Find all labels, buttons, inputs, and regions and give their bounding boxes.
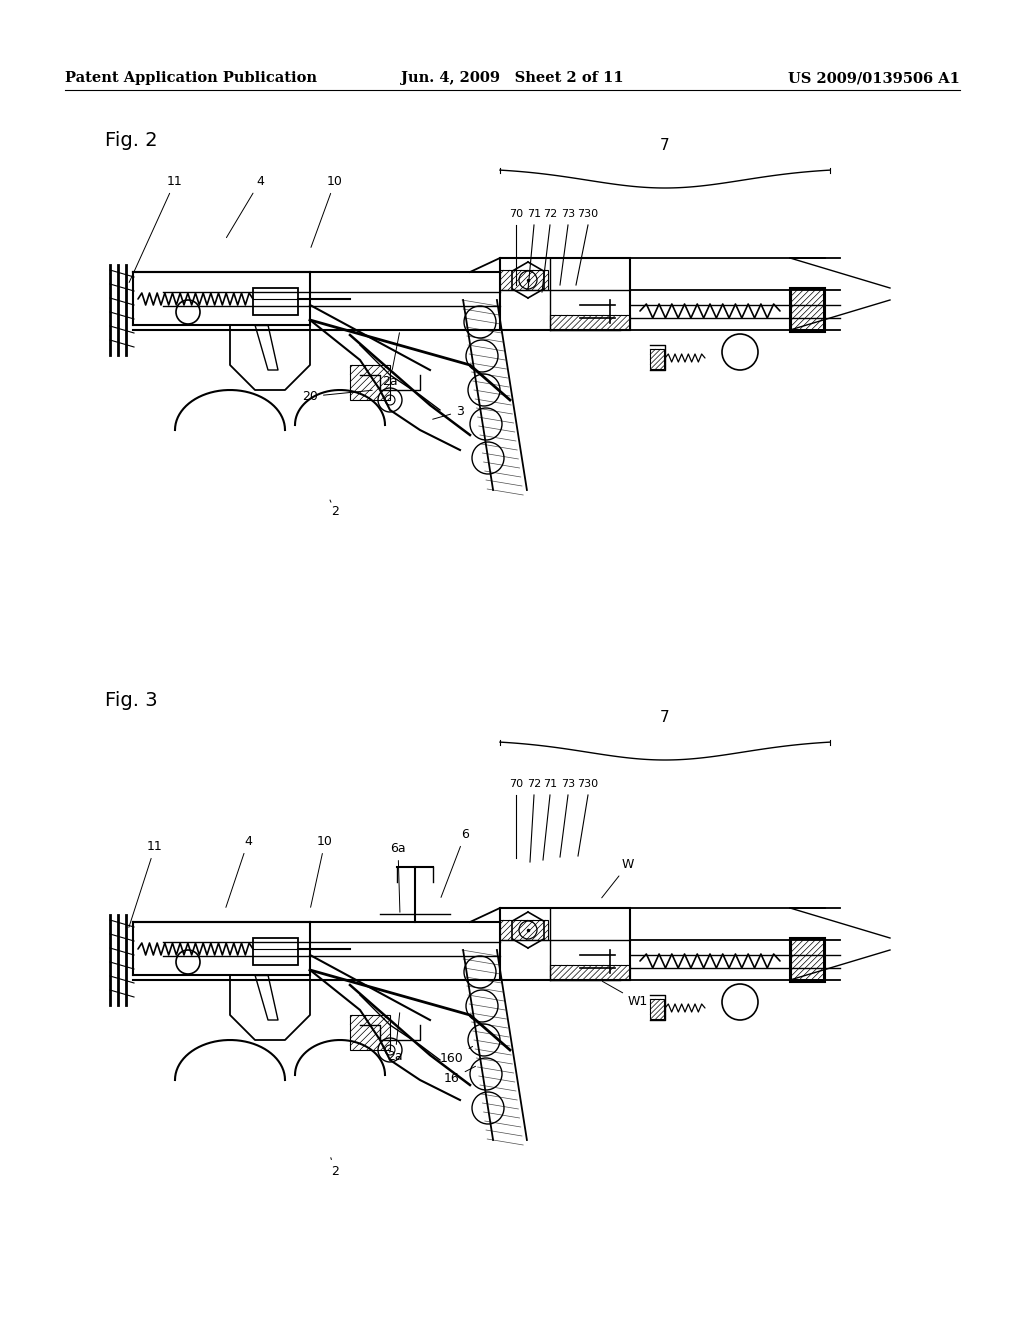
Bar [791,939,823,981]
Text: 10: 10 [310,836,333,907]
Bar [253,288,298,315]
Text: 730: 730 [578,779,599,789]
Text: W1: W1 [602,981,648,1008]
Text: 11: 11 [129,840,163,928]
Text: 20: 20 [302,389,373,403]
Text: 73: 73 [561,209,575,219]
Text: W: W [602,858,634,898]
Text: 2a: 2a [382,333,399,388]
Bar [550,315,630,330]
Bar [500,257,630,330]
Bar [350,1015,390,1049]
Text: Fig. 3: Fig. 3 [105,690,158,710]
Text: 4: 4 [226,176,264,238]
Bar [550,965,630,979]
Text: 2a: 2a [387,1012,402,1063]
Text: 11: 11 [129,176,183,282]
Text: 72: 72 [543,209,557,219]
Text: 7: 7 [660,710,670,726]
Text: 2: 2 [330,500,339,517]
Text: 4: 4 [226,836,252,907]
Text: 7: 7 [660,139,670,153]
Text: Fig. 2: Fig. 2 [105,131,158,149]
Text: 70: 70 [509,209,523,219]
Text: 16: 16 [444,1067,475,1085]
Text: 2: 2 [331,1158,339,1177]
Text: 6a: 6a [390,842,406,912]
Text: 730: 730 [578,209,599,219]
Bar [500,271,548,290]
Bar [500,908,630,979]
Text: 10: 10 [311,176,343,247]
Text: 6: 6 [441,828,469,898]
Bar [650,999,664,1019]
Bar [253,939,298,965]
Text: Patent Application Publication: Patent Application Publication [65,71,317,84]
Text: 71: 71 [527,209,541,219]
Text: 70: 70 [509,779,523,789]
Text: Jun. 4, 2009 Sheet 2 of 11: Jun. 4, 2009 Sheet 2 of 11 [400,71,624,84]
Text: US 2009/0139506 A1: US 2009/0139506 A1 [788,71,961,84]
Text: 160: 160 [440,1047,473,1065]
Text: 3: 3 [433,405,464,420]
Bar [650,348,664,370]
Text: 71: 71 [543,779,557,789]
Bar [350,366,390,400]
Bar [791,289,823,331]
Bar [790,288,825,333]
Text: 72: 72 [527,779,541,789]
Bar [500,920,548,940]
Text: 73: 73 [561,779,575,789]
Bar [790,939,825,982]
